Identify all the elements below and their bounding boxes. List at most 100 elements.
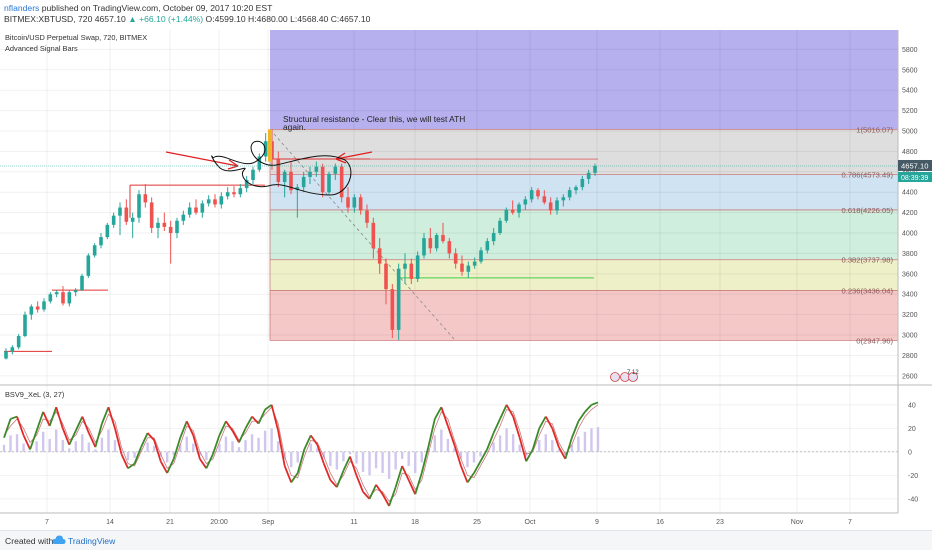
osc-histogram-bar — [74, 441, 78, 452]
fib-level-label: 0.382(3737.98) — [841, 256, 893, 265]
highlight-candle — [268, 129, 272, 162]
osc-main-segment — [205, 453, 214, 469]
candle-body — [460, 263, 464, 272]
osc-histogram-bar — [309, 443, 312, 452]
osc-main-segment — [355, 475, 364, 493]
symbol-label: BITMEX:XBTUSD, 720 — [4, 14, 93, 24]
fib-zone — [270, 290, 898, 341]
chart-title: Bitcoin/USD Perpetual Swap, 720, BITMEX — [5, 33, 147, 42]
osc-histogram-bar — [446, 438, 450, 452]
candle-body — [213, 199, 217, 205]
osc-main-segment — [329, 479, 338, 488]
author-link[interactable]: nflanders — [4, 3, 40, 13]
osc-main-segment — [55, 406, 64, 429]
candle-body — [86, 255, 91, 276]
osc-histogram-bar — [68, 448, 71, 452]
osc-histogram-bar — [81, 434, 84, 452]
osc-main-segment — [551, 428, 560, 448]
osc-histogram-bar — [250, 434, 254, 452]
arrowhead-icon — [335, 152, 347, 164]
osc-histogram-bar — [459, 451, 463, 459]
candle-body — [4, 351, 8, 359]
osc-histogram-bar — [100, 437, 104, 452]
event-flag-icon[interactable] — [628, 372, 638, 382]
candle-body — [403, 263, 407, 269]
osc-main-segment — [453, 444, 462, 467]
osc-main-segment — [447, 425, 456, 446]
time-tick-label: Sep — [262, 519, 275, 526]
osc-main-segment — [434, 406, 443, 420]
osc-histogram-bar — [94, 449, 97, 452]
osc-histogram-bar — [466, 451, 469, 468]
osc-histogram-bar — [479, 451, 482, 457]
candle-body — [80, 275, 84, 291]
osc-histogram-bar — [394, 451, 397, 470]
osc-main-segment — [499, 404, 508, 420]
fib-level-label: 0(2947.96) — [856, 336, 893, 345]
candle-body — [181, 214, 186, 221]
osc-main-segment — [564, 437, 573, 460]
osc-main-segment — [401, 465, 410, 481]
osc-histogram-bar — [557, 449, 561, 452]
footer-bar: Created with TradingView — [0, 530, 932, 550]
fib-zone — [270, 259, 898, 291]
osc-main-segment — [277, 430, 286, 467]
chart-header: nflanders published on TradingView.com, … — [0, 0, 932, 26]
osc-main-segment — [283, 465, 293, 483]
price-chart[interactable]: 1(5016.07) 0.786(4573.49) 0.618(4226.05) 0.… — [0, 26, 932, 530]
cloud-logo-icon[interactable] — [52, 534, 66, 546]
price-tick-label: 5000 — [902, 128, 918, 135]
time-tick-label: 20:00 — [210, 519, 228, 526]
osc-main-segment — [414, 472, 423, 495]
candle-body — [396, 268, 401, 330]
price-change: ▲ +66.10 (+1.44%) — [128, 14, 204, 24]
candle-body — [555, 200, 559, 211]
price-tick-label: 5800 — [902, 47, 918, 54]
osc-main-segment — [107, 406, 116, 429]
osc-main-segment — [231, 430, 240, 443]
osc-histogram-bar — [505, 428, 508, 452]
event-flag-icon[interactable] — [610, 372, 620, 382]
osc-histogram-bar — [107, 429, 110, 452]
osc-main-segment — [591, 401, 599, 406]
candle-body — [10, 347, 15, 352]
osc-main-segment — [531, 428, 541, 450]
candle-body — [371, 222, 376, 249]
osc-histogram-bar — [9, 435, 12, 452]
candle-body — [548, 202, 553, 211]
candle-body — [105, 224, 110, 238]
candle-body — [149, 202, 154, 228]
candle-body — [542, 196, 547, 203]
osc-histogram-bar — [453, 448, 456, 452]
price-tick-label: 5600 — [902, 67, 918, 74]
time-tick-label: Oct — [525, 519, 536, 526]
time-tick-label: 9 — [595, 519, 599, 526]
brand-name[interactable]: TradingView — [68, 536, 116, 546]
osc-histogram-bar — [381, 451, 384, 474]
time-tick-label: 7 — [45, 519, 49, 526]
event-flags[interactable]: 7 12 — [610, 370, 640, 382]
price-badges: 4657.10 08:39:39 — [0, 159, 932, 182]
candle-body — [498, 220, 502, 234]
osc-main-segment — [362, 491, 371, 500]
osc-main-segment — [199, 458, 208, 469]
fib-trendline — [269, 129, 456, 341]
candle-body — [466, 265, 471, 272]
annotation-text-1: Structural resistance - Clear this, we w… — [283, 114, 465, 124]
osc-histogram-bar — [61, 440, 64, 452]
osc-main-segment — [544, 416, 554, 429]
candle-body — [529, 190, 534, 200]
osc-main-segment — [505, 404, 514, 418]
osc-histogram-bar — [192, 443, 195, 452]
osc-histogram-bar — [544, 434, 547, 452]
osc-main-segment — [172, 437, 182, 460]
osc-main-segment — [166, 458, 175, 474]
oscillator-pane — [0, 401, 898, 507]
osc-tick-label: 0 — [908, 449, 912, 456]
event-label: 7 12 — [627, 370, 639, 376]
osc-histogram-bar — [165, 451, 169, 463]
osc-main-segment — [473, 460, 482, 474]
osc-main-segment — [88, 432, 97, 448]
candle-body — [485, 241, 490, 251]
ohlc-values: O:4599.10 H:4680.00 L:4568.40 C:4657.10 — [205, 14, 371, 24]
